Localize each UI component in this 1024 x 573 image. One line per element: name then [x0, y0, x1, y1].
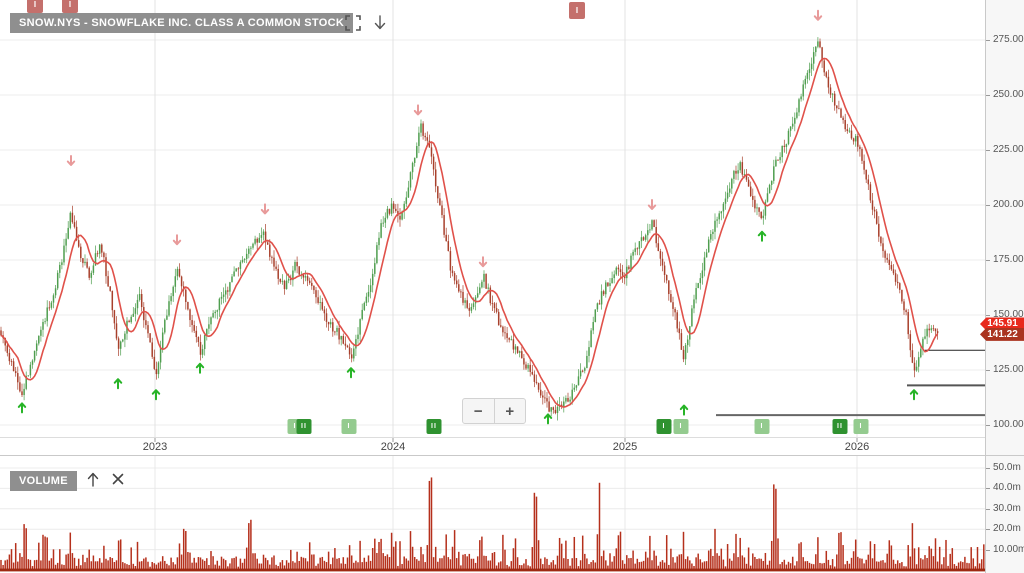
price-axis-label: 175.00 [986, 254, 1024, 265]
buy-signal-arrow [543, 413, 553, 425]
volume-pane[interactable]: 50.0m 40.0m 30.0m 20.0m 10.00m VOLUME [0, 455, 1024, 573]
price-axis-label: 200.00 [986, 199, 1024, 210]
zoom-control: − + [462, 398, 526, 424]
event-marker[interactable]: I [673, 419, 689, 434]
zoom-out-button[interactable]: − [463, 399, 495, 423]
time-axis-label: 2024 [380, 441, 406, 453]
fullscreen-icon[interactable] [345, 15, 363, 33]
price-axis-label: 225.00 [986, 144, 1024, 155]
price-axis-label: 275.00 [986, 34, 1024, 45]
event-marker[interactable]: II [426, 419, 442, 434]
price-axis-label: 150.00 [986, 309, 1024, 320]
volume-axis-label: 10.00m [985, 544, 1024, 555]
price-chart-canvas[interactable] [0, 0, 985, 455]
arrow-down-icon[interactable] [372, 14, 390, 32]
symbol-title-text: SNOW.NYS - SNOWFLAKE INC. CLASS A COMMON… [19, 17, 345, 29]
time-axis-label: 2025 [612, 441, 638, 453]
news-marker[interactable]: I [27, 0, 43, 13]
event-marker[interactable]: II [296, 419, 312, 434]
buy-signal-arrow [17, 402, 27, 414]
buy-signal-arrow [679, 404, 689, 416]
volume-axis-label: 20.0m [986, 523, 1021, 535]
last-price-tag: 141.22 [980, 327, 1024, 341]
volume-badge-text: VOLUME [19, 475, 68, 487]
buy-signal-arrow [113, 378, 123, 390]
sell-signal-arrow [647, 199, 657, 210]
marked-price-tag: 145.91 [980, 317, 1024, 331]
sell-signal-arrow [478, 256, 488, 268]
buy-signal-arrow [909, 389, 919, 401]
event-marker[interactable]: I [754, 419, 770, 434]
event-marker[interactable]: I [853, 419, 869, 434]
event-marker[interactable]: II [832, 419, 848, 434]
sell-signal-arrow [813, 9, 823, 21]
time-axis-label: 2026 [844, 441, 870, 453]
zoom-in-button[interactable]: + [505, 402, 515, 420]
symbol-title-badge: SNOW.NYS - SNOWFLAKE INC. CLASS A COMMON… [10, 13, 354, 33]
event-marker[interactable]: I [656, 419, 672, 434]
volume-axis-label: 50.0m [986, 462, 1021, 473]
buy-signal-arrow [195, 362, 205, 374]
moving-average-line [0, 57, 939, 408]
close-icon[interactable] [110, 471, 128, 489]
time-axis-label: 2023 [142, 441, 168, 453]
buy-signal-arrow [346, 367, 356, 379]
price-axis-label: 100.00 [986, 419, 1024, 430]
news-marker[interactable]: I [62, 0, 78, 13]
price-axis-label: 250.00 [986, 89, 1024, 100]
sell-signal-arrow [260, 203, 270, 215]
event-marker[interactable]: I [341, 419, 357, 434]
sell-signal-arrow [172, 234, 182, 246]
buy-signal-arrow [757, 230, 767, 242]
price-chart-pane[interactable]: 275.00 250.00 225.00 200.00 175.00 150.00 125.… [0, 0, 1024, 455]
arrow-up-icon[interactable] [85, 471, 103, 489]
volume-axis-label: 40.0m [986, 482, 1021, 494]
news-marker[interactable]: I [569, 2, 585, 19]
volume-axis-label: 30.0m [986, 502, 1021, 514]
volume-bars-layer [0, 477, 985, 570]
buy-signal-arrow [151, 389, 161, 401]
sell-signal-arrow [413, 104, 423, 116]
price-axis-label: 125.00 [986, 364, 1024, 375]
price-axis[interactable]: 275.00 250.00 225.00 200.00 175.00 150.00 125.… [980, 0, 1024, 455]
volume-axis[interactable]: 50.0m 40.0m 30.0m 20.0m 10.00m [985, 456, 1024, 573]
volume-chart-canvas[interactable] [0, 456, 985, 573]
volume-badge: VOLUME [10, 471, 77, 491]
sell-signal-arrow [66, 155, 76, 166]
